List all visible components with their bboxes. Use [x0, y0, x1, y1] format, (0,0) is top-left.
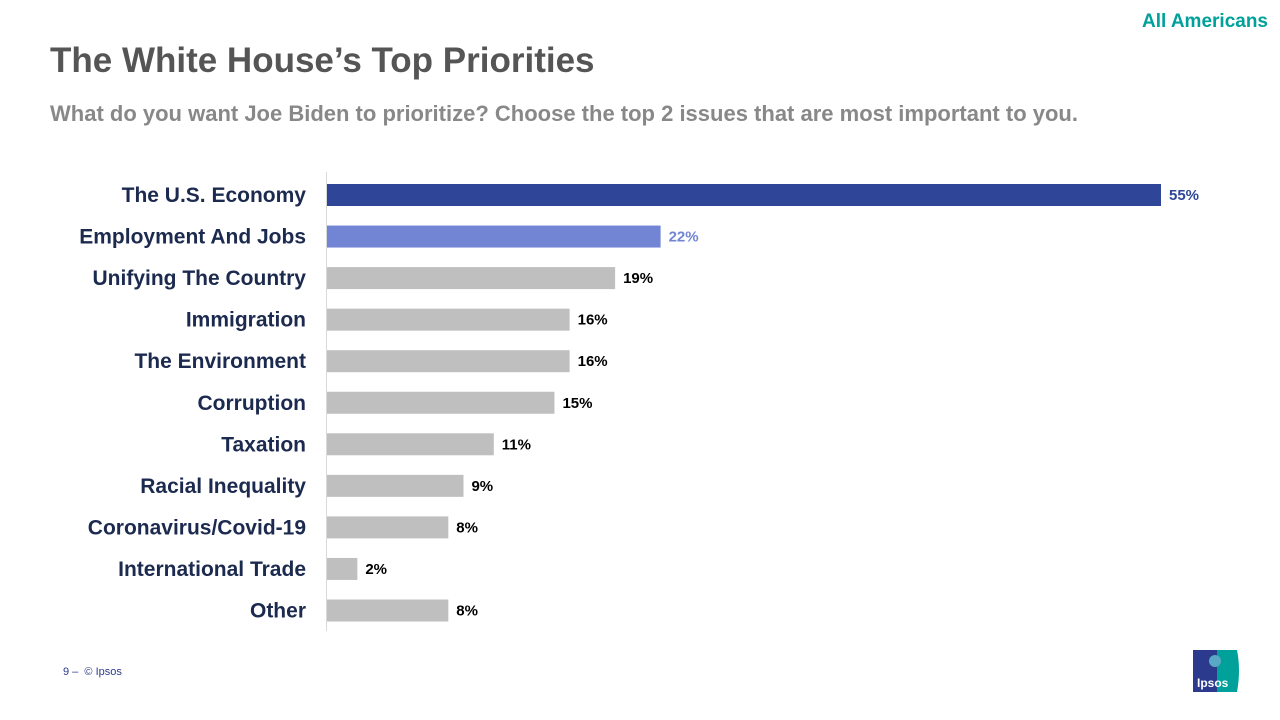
copyright: © Ipsos	[84, 666, 122, 678]
footer: 9 – © Ipsos	[63, 666, 122, 678]
bar	[327, 433, 494, 456]
bar	[327, 391, 555, 414]
data-label: 55%	[1169, 187, 1199, 204]
data-label: 11%	[502, 436, 531, 453]
bar	[327, 516, 449, 539]
category-label: Other	[250, 600, 306, 623]
audience-label: All Americans	[1141, 11, 1268, 32]
data-label: 2%	[365, 561, 387, 578]
page-title: The White House’s Top Priorities	[50, 41, 595, 80]
page-subtitle: What do you want Joe Biden to prioritize…	[50, 101, 1078, 126]
data-label: 22%	[669, 229, 699, 246]
category-label: International Trade	[118, 558, 306, 581]
bar	[327, 599, 449, 622]
data-label: 16%	[578, 353, 608, 370]
category-label: Taxation	[221, 433, 306, 456]
bar	[327, 267, 616, 290]
svg-text:Ipsos: Ipsos	[1197, 676, 1229, 690]
category-label: Coronavirus/Covid-19	[88, 516, 306, 539]
category-label: Racial Inequality	[140, 475, 306, 498]
category-label: Corruption	[198, 392, 306, 415]
bar	[327, 474, 464, 497]
ipsos-logo: Ipsos	[1193, 650, 1239, 692]
bar	[327, 350, 570, 373]
data-label: 19%	[623, 270, 653, 287]
category-label: The U.S. Economy	[122, 184, 307, 207]
category-label: Immigration	[186, 309, 306, 332]
data-label: 16%	[578, 312, 608, 329]
category-label: The Environment	[134, 350, 306, 373]
category-label: Unifying The Country	[93, 267, 307, 290]
bar	[327, 557, 358, 580]
data-label: 8%	[456, 603, 478, 620]
category-label: Employment And Jobs	[79, 226, 306, 249]
data-label: 8%	[456, 519, 478, 536]
bar	[327, 184, 1161, 206]
page-number: 9 –	[63, 666, 79, 678]
data-label: 9%	[471, 478, 493, 495]
data-label: 15%	[562, 395, 592, 412]
bar	[327, 225, 661, 248]
bar	[327, 308, 570, 331]
